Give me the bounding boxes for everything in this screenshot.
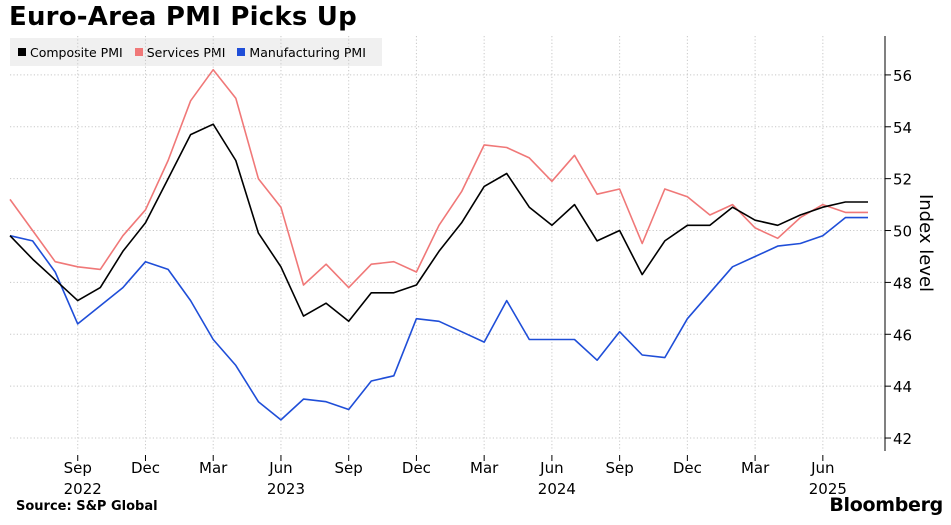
legend-swatch: [18, 48, 26, 56]
x-year-label: 2025: [809, 480, 847, 498]
legend-label: Manufacturing PMI: [249, 44, 366, 60]
series-line-services-pmi: [9, 68, 868, 289]
x-tick-label: Jun: [539, 459, 563, 477]
legend-item: Composite PMI: [18, 45, 123, 60]
legend-label: Composite PMI: [30, 44, 123, 60]
x-tick-label: Jun: [268, 459, 292, 477]
legend: Composite PMI Services PMI Manufacturing P…: [10, 38, 382, 66]
y-tick-label: 42: [893, 430, 912, 448]
legend-item: Manufacturing PMI: [237, 45, 366, 60]
x-year-label: 2024: [538, 480, 576, 498]
x-tick-label: Dec: [131, 459, 160, 477]
y-tick-label: 48: [893, 274, 912, 292]
y-tick-label: 50: [893, 223, 912, 241]
series-line-manufacturing-pmi: [9, 216, 868, 421]
x-tick-label: Sep: [605, 459, 633, 477]
bloomberg-logo: Bloomberg: [829, 494, 943, 516]
y-axis-label: Index level: [915, 194, 936, 292]
chart-title: Euro-Area PMI Picks Up: [9, 2, 357, 32]
y-tick-label: 44: [893, 378, 912, 396]
x-tick-label: Mar: [741, 459, 770, 477]
y-axis: 42 44 46 48 50 52 54 56: [884, 36, 912, 451]
x-year-label: 2022: [64, 480, 102, 498]
x-tick-label: Sep: [64, 459, 92, 477]
legend-swatch: [134, 48, 143, 56]
x-year-label: 2023: [267, 480, 305, 498]
x-tick-label: Jun: [810, 459, 834, 477]
legend-swatch: [237, 48, 246, 56]
x-tick-label: Sep: [335, 459, 363, 477]
source-note: Source: S&P Global: [16, 499, 158, 514]
y-tick-label: 56: [893, 67, 912, 85]
x-tick-label: Mar: [470, 459, 499, 477]
gridlines: [10, 36, 885, 451]
x-tick-label: Dec: [402, 459, 431, 477]
legend-item: Services PMI: [134, 44, 226, 60]
x-axis: Sep 2022 Dec Mar Jun 2023 Sep Dec Mar Jun 2024 Sep D…: [64, 455, 847, 498]
series-lines: [9, 68, 868, 421]
y-tick-label: 46: [893, 326, 912, 344]
series-line-composite-pmi: [9, 123, 868, 323]
x-tick-label: Dec: [673, 459, 702, 477]
x-tick-label: Mar: [199, 459, 228, 477]
y-tick-label: 52: [893, 171, 912, 189]
y-tick-label: 54: [893, 119, 912, 137]
legend-label: Services PMI: [146, 44, 226, 60]
